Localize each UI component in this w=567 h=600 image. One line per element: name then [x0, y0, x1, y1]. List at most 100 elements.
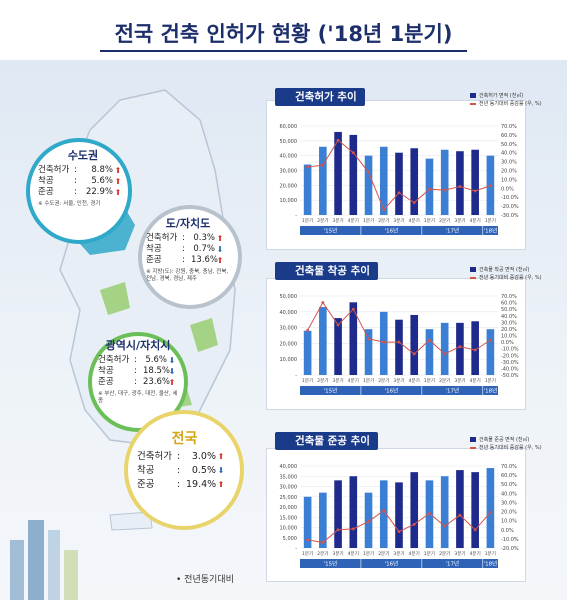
growth-point	[351, 527, 355, 531]
chart-complete-svg: 40,000 35,000 30,000 25,000 20,000 15,000 10,0…	[280, 464, 519, 568]
row-label: 착공	[98, 366, 114, 376]
y2-tick-label: 70.0%	[501, 464, 517, 470]
bar	[440, 149, 449, 215]
growth-point	[336, 323, 340, 327]
metro-region-shape-1	[100, 282, 130, 315]
y2-tick-label: 10.0%	[501, 177, 517, 183]
growth-point	[488, 511, 492, 514]
growth-point	[321, 163, 325, 167]
y2-tick-label: 60.0%	[501, 133, 517, 139]
x-tick-label: 3분기	[454, 217, 465, 224]
growth-point	[306, 328, 310, 332]
region-national: 전국 건축허가: 3.0% ⬆ 착공: 0.5% ⬇ 준공: 19.4% ⬆	[137, 432, 232, 492]
y-tick-label: 30,000	[280, 485, 298, 491]
growth-point	[367, 170, 370, 174]
bar	[303, 330, 312, 375]
x-tick-label: 1분기	[485, 217, 496, 224]
growth-point	[382, 208, 386, 212]
region-provinces-note: ※ 지방(도): 강원, 충북, 충남, 전북, 전남, 경북, 경남, 제주	[146, 269, 229, 282]
year-label: '18년	[484, 387, 498, 395]
national-circle	[124, 410, 244, 530]
city-building-1	[10, 540, 24, 600]
year-label: '18년	[484, 560, 498, 568]
region-provinces-row-complete: 준공: 13.6% ⬆	[146, 255, 224, 265]
chart-tab-permit: 건축허가 추이	[275, 88, 365, 106]
year-band	[300, 559, 498, 568]
growth-point	[321, 541, 325, 544]
y2-tick-label: 60.0%	[501, 473, 517, 479]
y2-tick-label: 40.0%	[501, 314, 517, 320]
chart-legend-permit: 건축허가 면적 (천㎡) 전년 동기대비 증감률 (우, %)	[470, 92, 542, 108]
growth-point	[443, 352, 447, 356]
row-value: 0.7%	[193, 244, 215, 254]
up-arrow-icon: ⬆	[114, 188, 122, 197]
year-band	[300, 226, 498, 235]
korea-map	[10, 89, 236, 600]
year-label: '16년	[385, 387, 399, 395]
growth-point	[428, 187, 431, 191]
down-arrow-icon: ⬇	[216, 245, 224, 254]
region-national-row-start: 착공: 0.5% ⬇	[137, 465, 225, 476]
row-label: 준공	[38, 187, 54, 197]
x-tick-label: 3분기	[393, 217, 404, 224]
y2-tick-label: -20.0%	[501, 204, 519, 210]
bar	[395, 482, 403, 548]
y2-tick-label: 50.0%	[501, 307, 517, 313]
region-capital: 수도권 건축허가: 8.8% ⬆ 착공: 5.6% ⬆ 준공: 22.9% ⬆ ※ 수…	[38, 150, 128, 208]
row-label: 준공	[98, 377, 114, 387]
chart-start-svg: 50,000 40,000 30,000 20,000 10,000 - 70.0%60.0…	[280, 294, 519, 395]
row-value: 3.0%	[191, 451, 216, 462]
y-tick-label: 50,000	[280, 294, 298, 300]
chart-tab-complete: 건축물 준공 추이	[275, 432, 378, 450]
x-tick-label: 3분기	[393, 377, 404, 384]
x-tick-label: 1분기	[485, 377, 496, 384]
growth-point	[382, 509, 386, 513]
y-tick-label: 5,000	[283, 536, 297, 542]
y2-tick-label: -10.0%	[501, 537, 519, 543]
bar	[440, 476, 449, 548]
bar	[364, 155, 373, 215]
bar	[440, 322, 449, 375]
x-tick-label: 4분기	[470, 217, 481, 224]
x-tick-label: 1분기	[424, 377, 435, 384]
chart-tab-start: 건축물 착공 추이	[275, 262, 378, 280]
year-label: '15년	[324, 227, 338, 235]
bar	[410, 148, 419, 215]
jeju-island-shape	[109, 511, 153, 531]
bar	[349, 476, 358, 548]
y2-tick-label: -20.0%	[501, 353, 519, 359]
row-value: 5.6%	[145, 355, 167, 365]
city-building-3	[48, 530, 60, 600]
bar	[395, 319, 403, 375]
region-provinces-row-start: 착공: 0.7% ⬇	[146, 244, 224, 254]
year-label: '15년	[324, 387, 338, 395]
region-metro-name: 광역시/자치시	[105, 339, 171, 352]
x-tick-label: 2분기	[317, 217, 328, 224]
region-metro-row-complete: 준공: 23.6% ⬆	[98, 377, 176, 387]
legend-line-label: 전년 동기대비 증감률 (우, %)	[479, 101, 542, 107]
legend-swatch-line	[470, 446, 476, 449]
y2-tick-label: 30.0%	[501, 160, 517, 166]
region-metro-note: ※ 부산, 대구, 광주, 대전, 울산, 세종	[98, 391, 178, 404]
region-metro-row-start: 착공: 18.5% ⬇	[98, 366, 176, 376]
legend-swatch-bar	[470, 93, 476, 98]
region-capital-name: 수도권	[67, 149, 99, 162]
y-tick-label: -	[295, 213, 297, 219]
up-arrow-icon: ⬆	[217, 452, 225, 461]
y-tick-label: 40,000	[280, 464, 298, 470]
x-tick-label: 3분기	[332, 217, 343, 224]
bar	[334, 131, 342, 215]
growth-point	[458, 345, 462, 349]
chart-permit-svg: 60,000 50,000 40,000 30,000 20,000 10,000 - 70.…	[280, 124, 519, 235]
y-tick-label: -	[295, 546, 297, 552]
x-tick-label: 3분기	[454, 377, 465, 384]
row-label: 건축허가	[137, 451, 172, 462]
growth-point	[367, 520, 370, 523]
growth-point	[306, 538, 310, 542]
growth-point	[397, 191, 401, 195]
x-tick-label: 4분기	[409, 377, 420, 384]
y2-tick-label: 30.0%	[501, 320, 517, 326]
x-tick-label: 1분기	[485, 550, 496, 557]
chart-title: 건축허가 추이	[295, 91, 357, 103]
x-tick-label: 4분기	[348, 550, 359, 557]
